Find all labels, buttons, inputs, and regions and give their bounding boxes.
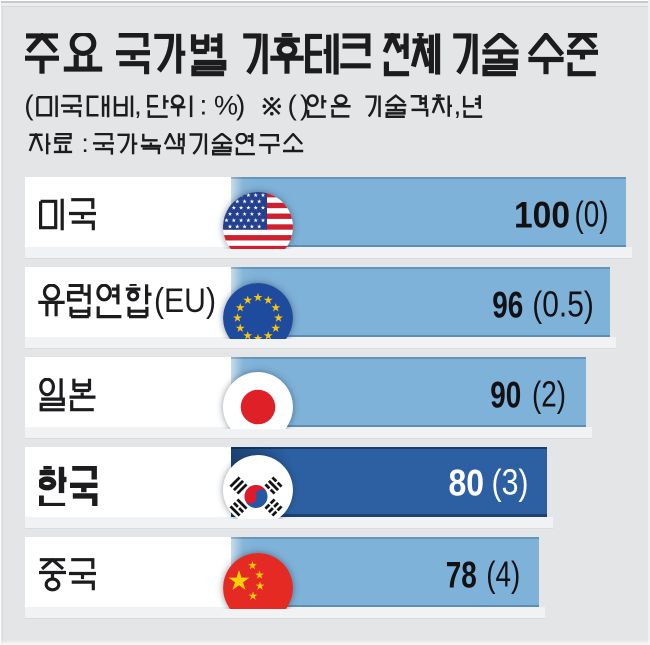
svg-text:(EU): (EU)	[154, 284, 216, 320]
svg-text::: :	[82, 133, 89, 158]
svg-text:(4): (4)	[486, 554, 520, 595]
svg-text:90: 90	[490, 373, 521, 415]
svg-text:(2): (2)	[532, 374, 566, 415]
svg-text:%: %	[214, 91, 238, 121]
svg-text:,: ,	[454, 90, 462, 121]
svg-text:(0.5): (0.5)	[532, 284, 594, 325]
svg-text:,: ,	[134, 90, 142, 121]
svg-text:(0): (0)	[575, 194, 609, 235]
svg-text:80: 80	[449, 461, 485, 503]
svg-text:96: 96	[492, 283, 523, 325]
svg-text:(: (	[24, 90, 34, 121]
svg-text:(3): (3)	[492, 462, 529, 503]
svg-text:100: 100	[514, 193, 570, 235]
svg-text:78: 78	[446, 553, 477, 595]
svg-text:(: (	[288, 90, 298, 121]
svg-text:): )	[236, 90, 245, 121]
svg-text:): )	[300, 90, 309, 121]
svg-text::: :	[200, 90, 208, 121]
